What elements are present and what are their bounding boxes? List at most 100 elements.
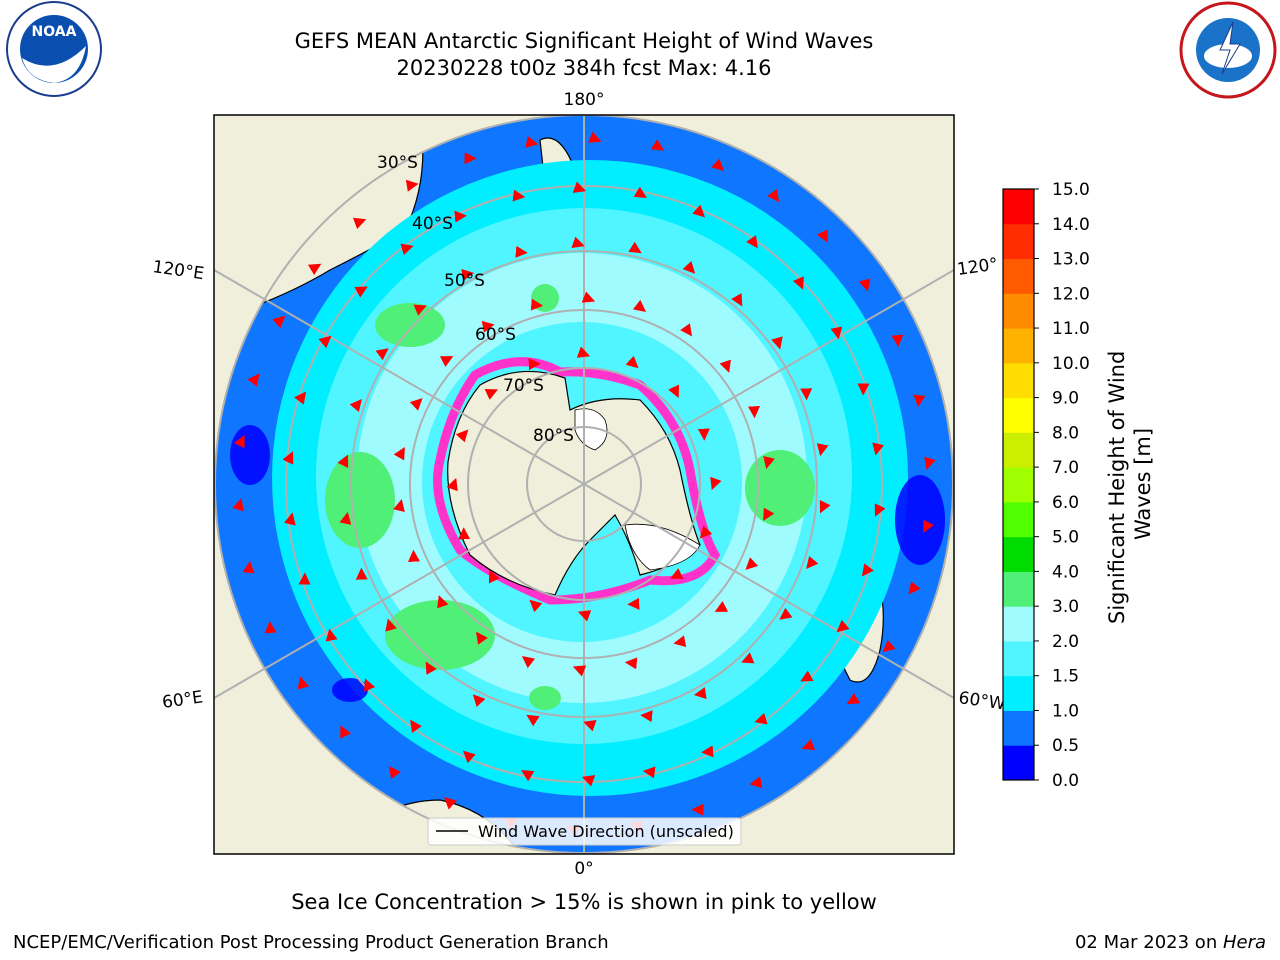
wind-wave-arrow (472, 694, 486, 708)
colorbar-segment (1003, 571, 1034, 607)
colorbar-tick-label: 1.0 (1052, 701, 1079, 721)
wind-wave-arrow (282, 451, 294, 465)
wind-wave-arrow (819, 500, 831, 514)
wind-wave-arrow (529, 599, 543, 613)
lat-label-40s: 40°S (412, 214, 453, 234)
wind-wave-arrow (454, 210, 467, 223)
colorbar-segment (1003, 501, 1034, 538)
wind-wave-arrow (763, 507, 775, 521)
wind-wave-arrow (446, 477, 458, 492)
meridian-60e-120w (214, 269, 954, 699)
wind-wave-arrow (437, 595, 449, 609)
lon-label-60w: 60°W (957, 688, 1006, 714)
wind-wave-arrow (792, 276, 804, 290)
wind-wave-arrow (771, 336, 783, 350)
wind-wave-arrow (642, 766, 656, 779)
wind-wave-arrow (512, 189, 526, 202)
wind-wave-arrow (364, 678, 376, 692)
colorbar-label-line2: Waves [m] (1131, 428, 1155, 540)
wind-wave-arrow (650, 139, 665, 151)
wind-wave-arrow (515, 245, 528, 258)
wind-wave-arrow (354, 286, 368, 298)
patch-green (385, 600, 495, 670)
wind-wave-arrow (413, 304, 427, 316)
wind-wave-arrow (754, 712, 768, 725)
wind-wave-arrow (461, 268, 475, 281)
colorbar-segment (1003, 432, 1034, 468)
lon-label-120w: 120° (956, 254, 999, 280)
footer-date: 02 Mar 2023 on Hera (1075, 932, 1266, 953)
wind-wave-arrow (340, 725, 352, 739)
legend-label: Wind Wave Direction (unscaled) (478, 822, 734, 841)
wind-wave-arrow (673, 635, 687, 648)
wind-wave-arrow (388, 765, 401, 780)
wind-wave-arrow (640, 710, 653, 723)
wind-wave-arrow (525, 135, 539, 148)
patch-green (745, 450, 815, 526)
colorbar-frame (1002, 188, 1035, 781)
wind-wave-arrow (349, 398, 362, 413)
wind-wave-arrow (337, 454, 349, 468)
wind-wave-arrow (481, 320, 495, 333)
wind-wave-arrow (719, 359, 731, 373)
patch-blue (332, 678, 368, 702)
wind-wave-arrow (680, 323, 693, 337)
wind-wave-arrow (908, 581, 921, 595)
colorbar-tick-label: 0.0 (1052, 771, 1079, 791)
wind-wave-arrow (439, 356, 454, 367)
nws-logo (1179, 1, 1277, 99)
wind-wave-arrow (521, 656, 536, 669)
map-legend: Wind Wave Direction (unscaled) (427, 817, 742, 846)
map-frame (213, 114, 955, 855)
wind-wave-arrow (475, 631, 488, 645)
colorbar-tick-label: 2.0 (1052, 632, 1079, 652)
wind-wave-arrow (923, 519, 935, 533)
wind-wave-arrow (572, 665, 587, 677)
wind-wave-arrow (572, 181, 587, 193)
patch-green (531, 284, 559, 312)
lat-label-60s: 60°S (475, 325, 516, 345)
lat-label-50s: 50°S (444, 271, 485, 291)
map-area: 30°S 40°S 50°S 60°S 70°S 80°S Wind Wave … (214, 115, 954, 854)
wind-wave-arrow (628, 241, 642, 254)
wind-wave-arrow (699, 525, 713, 539)
colorbar-segment (1003, 675, 1034, 711)
wind-wave-arrow (462, 750, 476, 764)
wind-wave-arrow (670, 568, 684, 580)
wind-wave-arrow (400, 243, 414, 256)
wind-wave-arrow (571, 236, 585, 248)
wind-wave-arrow (375, 348, 389, 361)
noaa-logo: NOAA (6, 1, 102, 97)
wind-wave-arrow (232, 498, 244, 512)
patch-blue (895, 475, 945, 565)
wind-wave-arrow (393, 499, 405, 513)
wind-wave-arrow (247, 373, 260, 387)
wind-wave-arrow (526, 714, 540, 727)
wind-wave-arrow (583, 720, 597, 732)
colorbar-tick-label: 6.0 (1052, 493, 1079, 513)
wind-wave-arrow (264, 620, 277, 634)
patch-green (375, 303, 445, 347)
footer-credit: NCEP/EMC/Verification Post Processing Pr… (13, 932, 609, 953)
wind-wave-arrow (830, 326, 843, 340)
wind-wave-arrow (576, 346, 591, 358)
colorbar-segment (1003, 467, 1034, 503)
colorbar-tick-label: 0.5 (1052, 736, 1079, 756)
wind-wave-arrow (816, 229, 828, 243)
wind-wave-arrow (410, 719, 422, 733)
lon-label-180: 180° (564, 90, 605, 110)
wind-wave-arrow (581, 775, 596, 787)
wind-wave-arrow (633, 186, 647, 199)
wind-wave-arrow (861, 563, 874, 577)
wind-wave-arrow (779, 607, 793, 620)
wind-wave-arrow (767, 188, 780, 203)
wind-wave-arrow (385, 618, 397, 632)
wind-wave-arrow (588, 131, 602, 143)
wind-wave-arrow (800, 670, 814, 682)
wind-wave-arrow (624, 657, 638, 670)
wind-wave-arrow (924, 456, 936, 470)
wind-wave-arrow (745, 557, 759, 570)
wind-wave-arrow (846, 692, 861, 705)
wind-wave-arrow (581, 291, 596, 303)
colorbar-tick-label: 1.5 (1052, 667, 1079, 687)
